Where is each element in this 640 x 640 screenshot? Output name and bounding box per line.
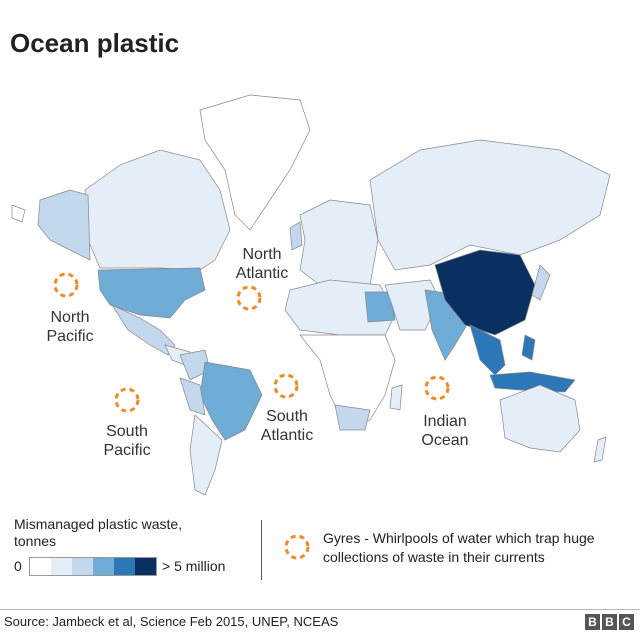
country-new-zealand: [593, 436, 607, 463]
footer-divider: [0, 609, 640, 610]
gyre-label-south-pacific-2: Pacific: [103, 442, 150, 459]
country-europe: [299, 199, 379, 291]
gyre-label-north-atlantic-1: North: [242, 246, 281, 263]
gyre-marker: [236, 285, 262, 311]
scale-step: [93, 558, 114, 575]
page-title: Ocean plastic: [10, 28, 180, 58]
gyre-label-south-pacific-1: South: [106, 423, 148, 440]
country-greenland: [199, 94, 311, 231]
country-madagascar: [389, 384, 403, 411]
country-south-africa: [334, 404, 371, 431]
gyre-label-indian-ocean-1: Indian: [423, 413, 467, 430]
gyre-label-south-atlantic-2: Atlantic: [261, 427, 313, 444]
scale-step: [135, 558, 156, 575]
country-pacific-islands: [11, 204, 26, 223]
scale-max-label: > 5 million: [162, 558, 226, 574]
country-argentina: [189, 414, 223, 496]
country-usa: [97, 267, 206, 319]
gyre-icon: [284, 534, 310, 560]
country-russia: [369, 139, 611, 271]
country-alaska: [37, 189, 91, 261]
gyre-label-south-atlantic-1: South: [266, 408, 308, 425]
scale-step: [30, 558, 51, 575]
scale-step: [51, 558, 72, 575]
gyre-label-north-pacific-2: Pacific: [46, 328, 93, 345]
country-philippines: [521, 334, 536, 361]
country-central-africa: [299, 334, 396, 426]
gyre-label-north-atlantic-2: Atlantic: [236, 265, 288, 282]
country-uk: [289, 221, 303, 251]
gyre-marker: [53, 272, 79, 298]
gyre-marker: [114, 387, 140, 413]
color-scale: [29, 557, 157, 576]
country-canada: [84, 149, 231, 271]
legend-divider: [261, 520, 262, 580]
scale-step: [114, 558, 135, 575]
country-peru: [179, 377, 206, 416]
source-text: Source: Jambeck et al, Science Feb 2015,…: [4, 614, 339, 629]
gyre-label-north-pacific-1: North: [50, 309, 89, 326]
gyre-marker: [273, 373, 299, 399]
country-japan: [531, 264, 551, 301]
world-map: North Pacific North Atlantic South Pacif…: [11, 94, 611, 496]
country-australia: [499, 384, 581, 453]
scale-step: [72, 558, 93, 575]
country-se-asia: [469, 324, 506, 376]
country-egypt: [364, 291, 396, 323]
legend-title: Mismanaged plastic waste, tonnes: [14, 516, 183, 549]
country-china: [434, 249, 536, 336]
scale-min-label: 0: [14, 558, 22, 574]
country-indonesia: [489, 371, 576, 393]
gyre-marker: [424, 375, 450, 401]
gyre-legend-text: Gyres - Whirlpools of water which trap h…: [323, 530, 595, 565]
gyre-label-indian-ocean-2: Ocean: [421, 432, 468, 449]
